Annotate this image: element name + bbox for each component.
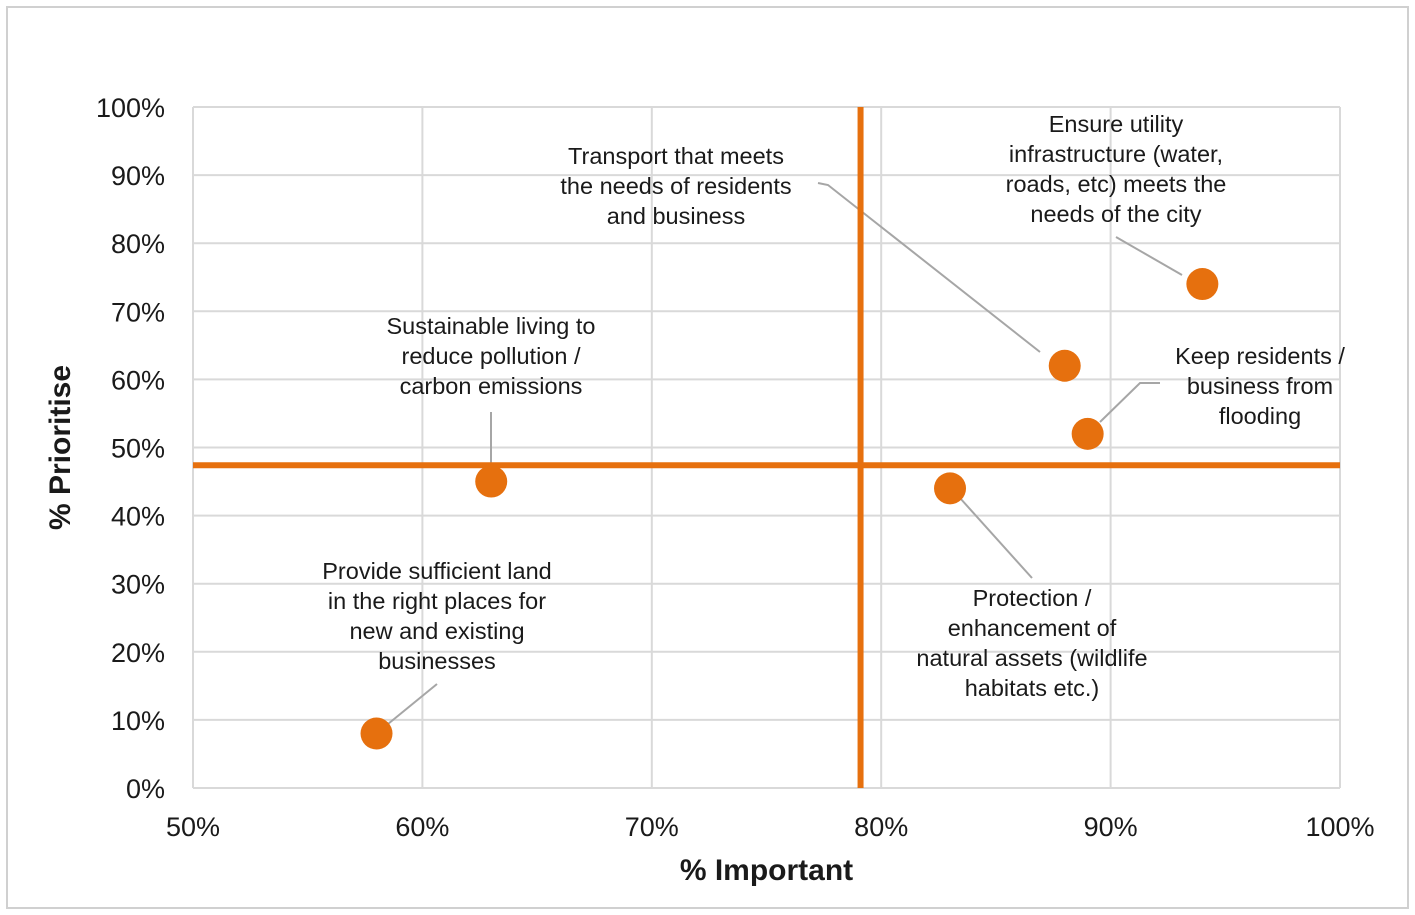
leader-line: [1115, 236, 1183, 276]
point-label: in the right places for: [328, 588, 546, 614]
point-label: carbon emissions: [400, 373, 583, 399]
x-tick-label: 60%: [395, 812, 449, 842]
point-label: new and existing: [349, 618, 524, 644]
data-point: [475, 465, 508, 498]
point-label: Protection /: [973, 585, 1092, 611]
y-tick-label: 0%: [126, 774, 165, 804]
point-label: infrastructure (water,: [1009, 141, 1223, 167]
data-point: [1048, 349, 1081, 382]
point-label: reduce pollution /: [402, 343, 581, 369]
y-tick-label: 70%: [111, 297, 165, 327]
x-tick-label: 100%: [1305, 812, 1374, 842]
y-tick-label: 60%: [111, 365, 165, 395]
data-point: [934, 472, 967, 505]
point-label: natural assets (wildlife: [916, 645, 1147, 671]
point-label: roads, etc) meets the: [1006, 171, 1227, 197]
leader-line: [959, 497, 1033, 579]
point-label: the needs of residents: [560, 173, 791, 199]
point-label: Transport that meets: [568, 143, 784, 169]
data-point: [360, 717, 393, 750]
x-tick-label: 90%: [1084, 812, 1138, 842]
point-label: Sustainable living to: [386, 313, 595, 339]
y-tick-label: 10%: [111, 706, 165, 736]
point-label: and business: [607, 203, 746, 229]
leader-line: [387, 683, 438, 725]
y-tick-label: 50%: [111, 434, 165, 464]
x-tick-label: 50%: [166, 812, 220, 842]
y-tick-label: 20%: [111, 638, 165, 668]
x-tick-label: 80%: [854, 812, 908, 842]
y-axis-title: % Prioritise: [44, 365, 77, 530]
y-tick-label: 100%: [96, 93, 165, 123]
leader-line: [817, 182, 1041, 353]
data-point: [1186, 268, 1219, 301]
y-tick-label: 30%: [111, 570, 165, 600]
data-point: [1071, 417, 1104, 450]
point-label: needs of the city: [1030, 201, 1201, 227]
point-label: flooding: [1219, 403, 1301, 429]
chart-frame: [6, 6, 1409, 909]
x-tick-label: 70%: [625, 812, 679, 842]
y-tick-label: 80%: [111, 229, 165, 259]
point-label: Provide sufficient land: [322, 558, 551, 584]
y-tick-label: 40%: [111, 502, 165, 532]
y-tick-label: 90%: [111, 161, 165, 191]
point-label: habitats etc.): [965, 675, 1100, 701]
point-label: Keep residents /: [1175, 343, 1345, 369]
point-label: enhancement of: [948, 615, 1117, 641]
point-label: Ensure utility: [1049, 111, 1184, 137]
leader-line: [1099, 382, 1160, 423]
point-label: businesses: [378, 648, 496, 674]
x-axis-title: % Important: [680, 854, 853, 887]
point-label: business from: [1187, 373, 1333, 399]
